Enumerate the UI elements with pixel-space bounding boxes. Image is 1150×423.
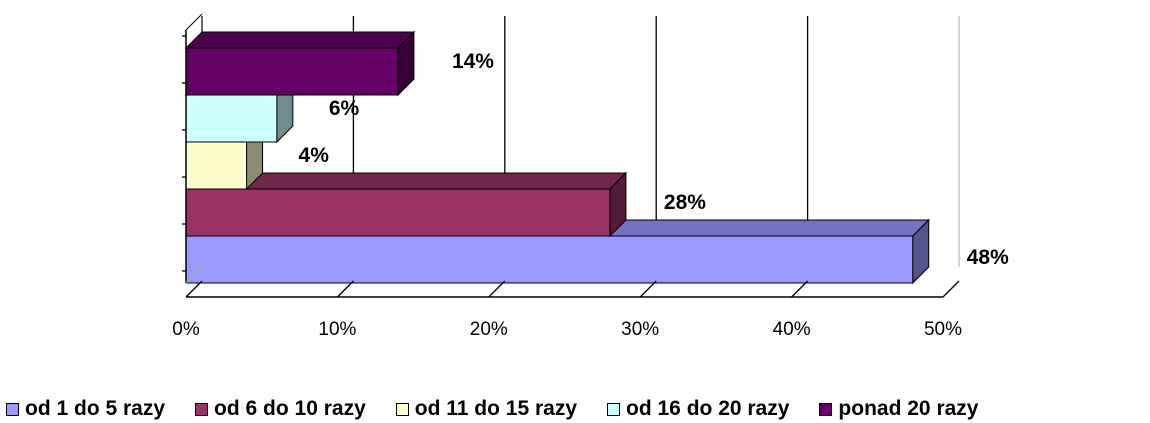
data-label: 28% (664, 191, 706, 214)
bars (184, 30, 930, 285)
legend-swatch (395, 402, 409, 416)
bar-front-face (185, 235, 914, 284)
bar-front-face (185, 94, 278, 143)
data-labels: 48% 28% 4% 6% 14% (299, 50, 1010, 269)
legend-label: od 1 do 5 razy (25, 397, 166, 420)
legend-label: od 6 do 10 razy (214, 397, 366, 420)
x-tick-label: 30% (621, 319, 659, 340)
x-tick (488, 280, 506, 298)
x-tick (336, 280, 354, 298)
legend-label: ponad 20 razy (838, 397, 979, 420)
legend: od 1 do 5 razy od 6 do 10 razy od 11 do 15… (6, 396, 1150, 422)
x-tick-label: 40% (773, 319, 811, 340)
legend-item: od 16 do 20 razy (607, 397, 789, 421)
x-tick-label: 20% (470, 319, 508, 340)
legend-swatch (195, 402, 209, 416)
x-tick (639, 280, 657, 298)
x-tick-label: 10% (318, 319, 356, 340)
legend-label: od 16 do 20 razy (626, 397, 790, 420)
legend-item: ponad 20 razy (819, 397, 978, 421)
data-label: 6% (329, 97, 360, 120)
legend-label: od 11 do 15 razy (414, 397, 578, 420)
x-tick (791, 280, 809, 298)
bar-front-face (185, 47, 399, 96)
side-wall-edge (185, 13, 203, 31)
legend-swatch (607, 402, 621, 416)
legend-item: od 6 do 10 razy (195, 397, 366, 421)
bar-front-face (185, 188, 611, 237)
bar-chart: 0% 10% 20% 30% 40% 50% 48% 28% 4% 6% 14% (172, 13, 1010, 340)
x-tick-label: 0% (172, 319, 200, 340)
x-tick (185, 280, 203, 298)
x-tick (942, 280, 960, 298)
x-tick-label: 50% (924, 319, 962, 340)
axes: 0% 10% 20% 30% 40% 50% (172, 13, 962, 340)
bar-front-face (185, 141, 248, 190)
legend-item: od 11 do 15 razy (395, 397, 578, 421)
bar-ponad-20-razy (184, 30, 416, 97)
bar-top-face (184, 31, 416, 49)
legend-swatch (6, 402, 19, 416)
side-wall-edge (185, 266, 203, 284)
data-label: 4% (299, 144, 330, 167)
data-label: 14% (452, 50, 494, 73)
data-label: 48% (967, 246, 1009, 269)
legend-swatch (819, 402, 833, 416)
legend-item: od 1 do 5 razy (6, 397, 165, 421)
